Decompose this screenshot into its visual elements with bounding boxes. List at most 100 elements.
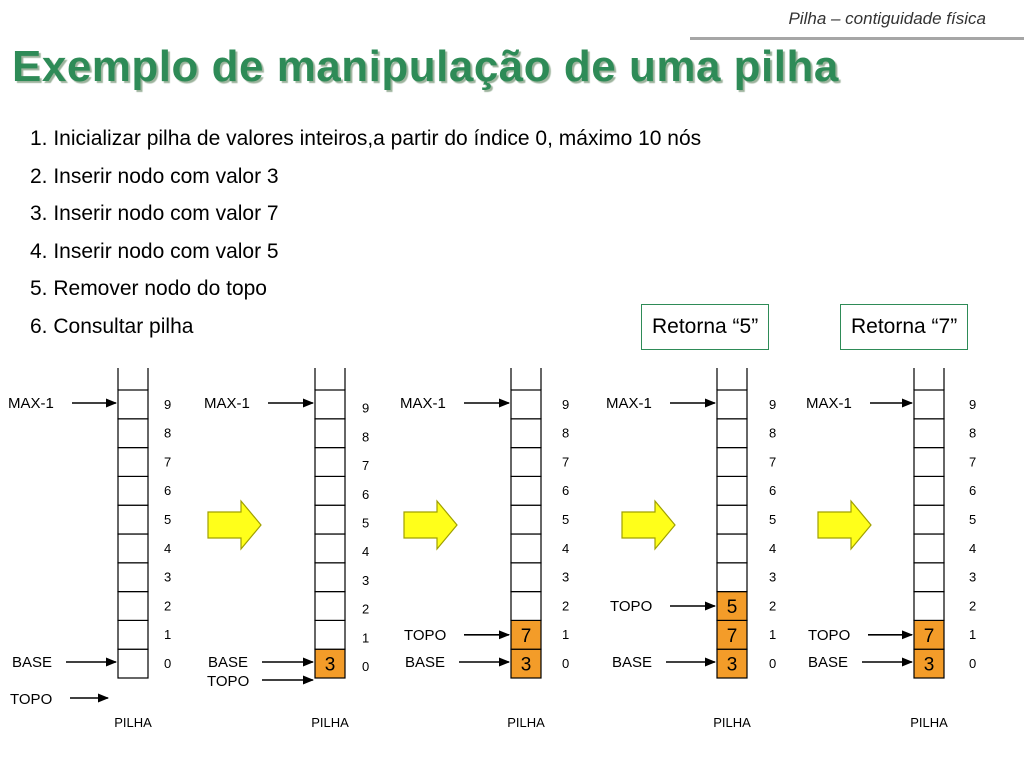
stack-caption: PILHA <box>713 715 751 730</box>
step-item-2: 2. Inserir nodo com valor 3 <box>30 164 279 188</box>
stack-index-label: 7 <box>562 454 569 469</box>
stack-cell <box>314 389 346 420</box>
stack-index-label: 5 <box>362 516 369 531</box>
step-item-1: 1. Inicializar pilha de valores inteiros… <box>30 127 702 150</box>
topo-label: TOPO <box>207 673 249 690</box>
topo-label: TOPO <box>808 627 850 644</box>
stack-index-label: 9 <box>969 397 976 412</box>
stack-index-label: 0 <box>562 656 569 671</box>
stack-index-label: 3 <box>562 570 569 585</box>
stack-cell <box>314 562 346 593</box>
stack-cell <box>510 418 542 449</box>
stack-index-label: 2 <box>969 598 976 613</box>
topo-label: TOPO <box>10 691 52 708</box>
stack-cell <box>913 590 945 621</box>
stack-cell <box>117 504 149 535</box>
stack-cell <box>314 533 346 564</box>
return-box-7: Retorna “7” <box>840 304 969 350</box>
stack-cell <box>117 418 149 449</box>
stack-index-label: 9 <box>562 397 569 412</box>
stack-index-label: 7 <box>769 454 776 469</box>
stack-index-label: 4 <box>164 541 171 556</box>
stack-index-label: 1 <box>969 627 976 642</box>
stack-index-label: 3 <box>969 570 976 585</box>
transition-arrow-icon <box>207 499 262 551</box>
stack-cell <box>314 418 346 449</box>
stack-cell <box>117 562 149 593</box>
stack-cell <box>716 648 748 679</box>
max-label: MAX-1 <box>400 395 446 412</box>
stack-cell-value: 7 <box>521 626 532 647</box>
stack-cell <box>314 590 346 621</box>
stack-cell-value: 3 <box>325 655 336 676</box>
stack-index-label: 5 <box>769 512 776 527</box>
step-item-3: 3. Inserir nodo com valor 7 <box>30 202 279 226</box>
step-item-6: 6. Consultar pilha <box>30 314 194 338</box>
stack-cell <box>510 562 542 593</box>
stack-index-label: 6 <box>562 483 569 498</box>
stack-index-label: 8 <box>362 429 369 444</box>
stack-cell <box>117 475 149 506</box>
stack-cell <box>913 504 945 535</box>
stack-cell <box>510 475 542 506</box>
stack-index-label: 8 <box>562 426 569 441</box>
stack-index-label: 2 <box>362 602 369 617</box>
stack-index-label: 4 <box>362 544 369 559</box>
stack-index-label: 7 <box>362 458 369 473</box>
stack-index-label: 3 <box>164 570 171 585</box>
stack-index-label: 9 <box>769 397 776 412</box>
stack-cell <box>117 648 149 679</box>
stack-index-label: 0 <box>969 656 976 671</box>
stack-cell <box>913 619 945 650</box>
stack-cell <box>716 590 748 621</box>
stack-cell <box>913 418 945 449</box>
stack-index-label: 8 <box>969 426 976 441</box>
step-item-5: 5. Remover nodo do topo <box>30 277 267 301</box>
stack-index-label: 6 <box>969 483 976 498</box>
stack-index-label: 7 <box>164 454 171 469</box>
max-label: MAX-1 <box>204 395 250 412</box>
topo-label: TOPO <box>404 627 446 644</box>
stack-caption: PILHA <box>114 715 152 730</box>
stack-cell <box>716 418 748 449</box>
max-label: MAX-1 <box>8 395 54 412</box>
stack-cell <box>117 533 149 564</box>
stack-cell <box>913 533 945 564</box>
stack-caption: PILHA <box>311 715 349 730</box>
base-label: BASE <box>612 654 652 671</box>
stack-index-label: 9 <box>362 401 369 416</box>
stack-index-label: 7 <box>969 454 976 469</box>
stack-cell <box>716 533 748 564</box>
base-label: BASE <box>208 654 248 671</box>
stack-cell <box>117 447 149 478</box>
stack-cell <box>510 447 542 478</box>
header-divider <box>690 37 1024 40</box>
stack-cell <box>716 389 748 420</box>
stack-caption: PILHA <box>507 715 545 730</box>
stack-cell <box>913 562 945 593</box>
stack-index-label: 2 <box>562 598 569 613</box>
topo-label: TOPO <box>610 598 652 615</box>
stack-cell <box>716 447 748 478</box>
stack-cell <box>913 648 945 679</box>
stack-index-label: 9 <box>164 397 171 412</box>
stack-cell <box>510 619 542 650</box>
stack-cell <box>716 562 748 593</box>
stack-index-label: 2 <box>769 598 776 613</box>
stack-cell-value: 3 <box>924 655 935 676</box>
stack-cell-value: 7 <box>727 626 738 647</box>
stack-cell <box>510 590 542 621</box>
stack-index-label: 8 <box>164 426 171 441</box>
stack-index-label: 1 <box>164 627 171 642</box>
stack-index-label: 1 <box>362 630 369 645</box>
stack-index-label: 4 <box>769 541 776 556</box>
stack-cell <box>117 619 149 650</box>
step-list: 1. Inicializar pilha de valores inteiros… <box>30 120 701 346</box>
stack-index-label: 0 <box>362 659 369 674</box>
stack-index-label: 0 <box>164 656 171 671</box>
stack-cell <box>510 533 542 564</box>
stack-cell <box>314 619 346 650</box>
stack-caption: PILHA <box>910 715 948 730</box>
stack-cell <box>510 389 542 420</box>
stack-index-label: 6 <box>164 483 171 498</box>
